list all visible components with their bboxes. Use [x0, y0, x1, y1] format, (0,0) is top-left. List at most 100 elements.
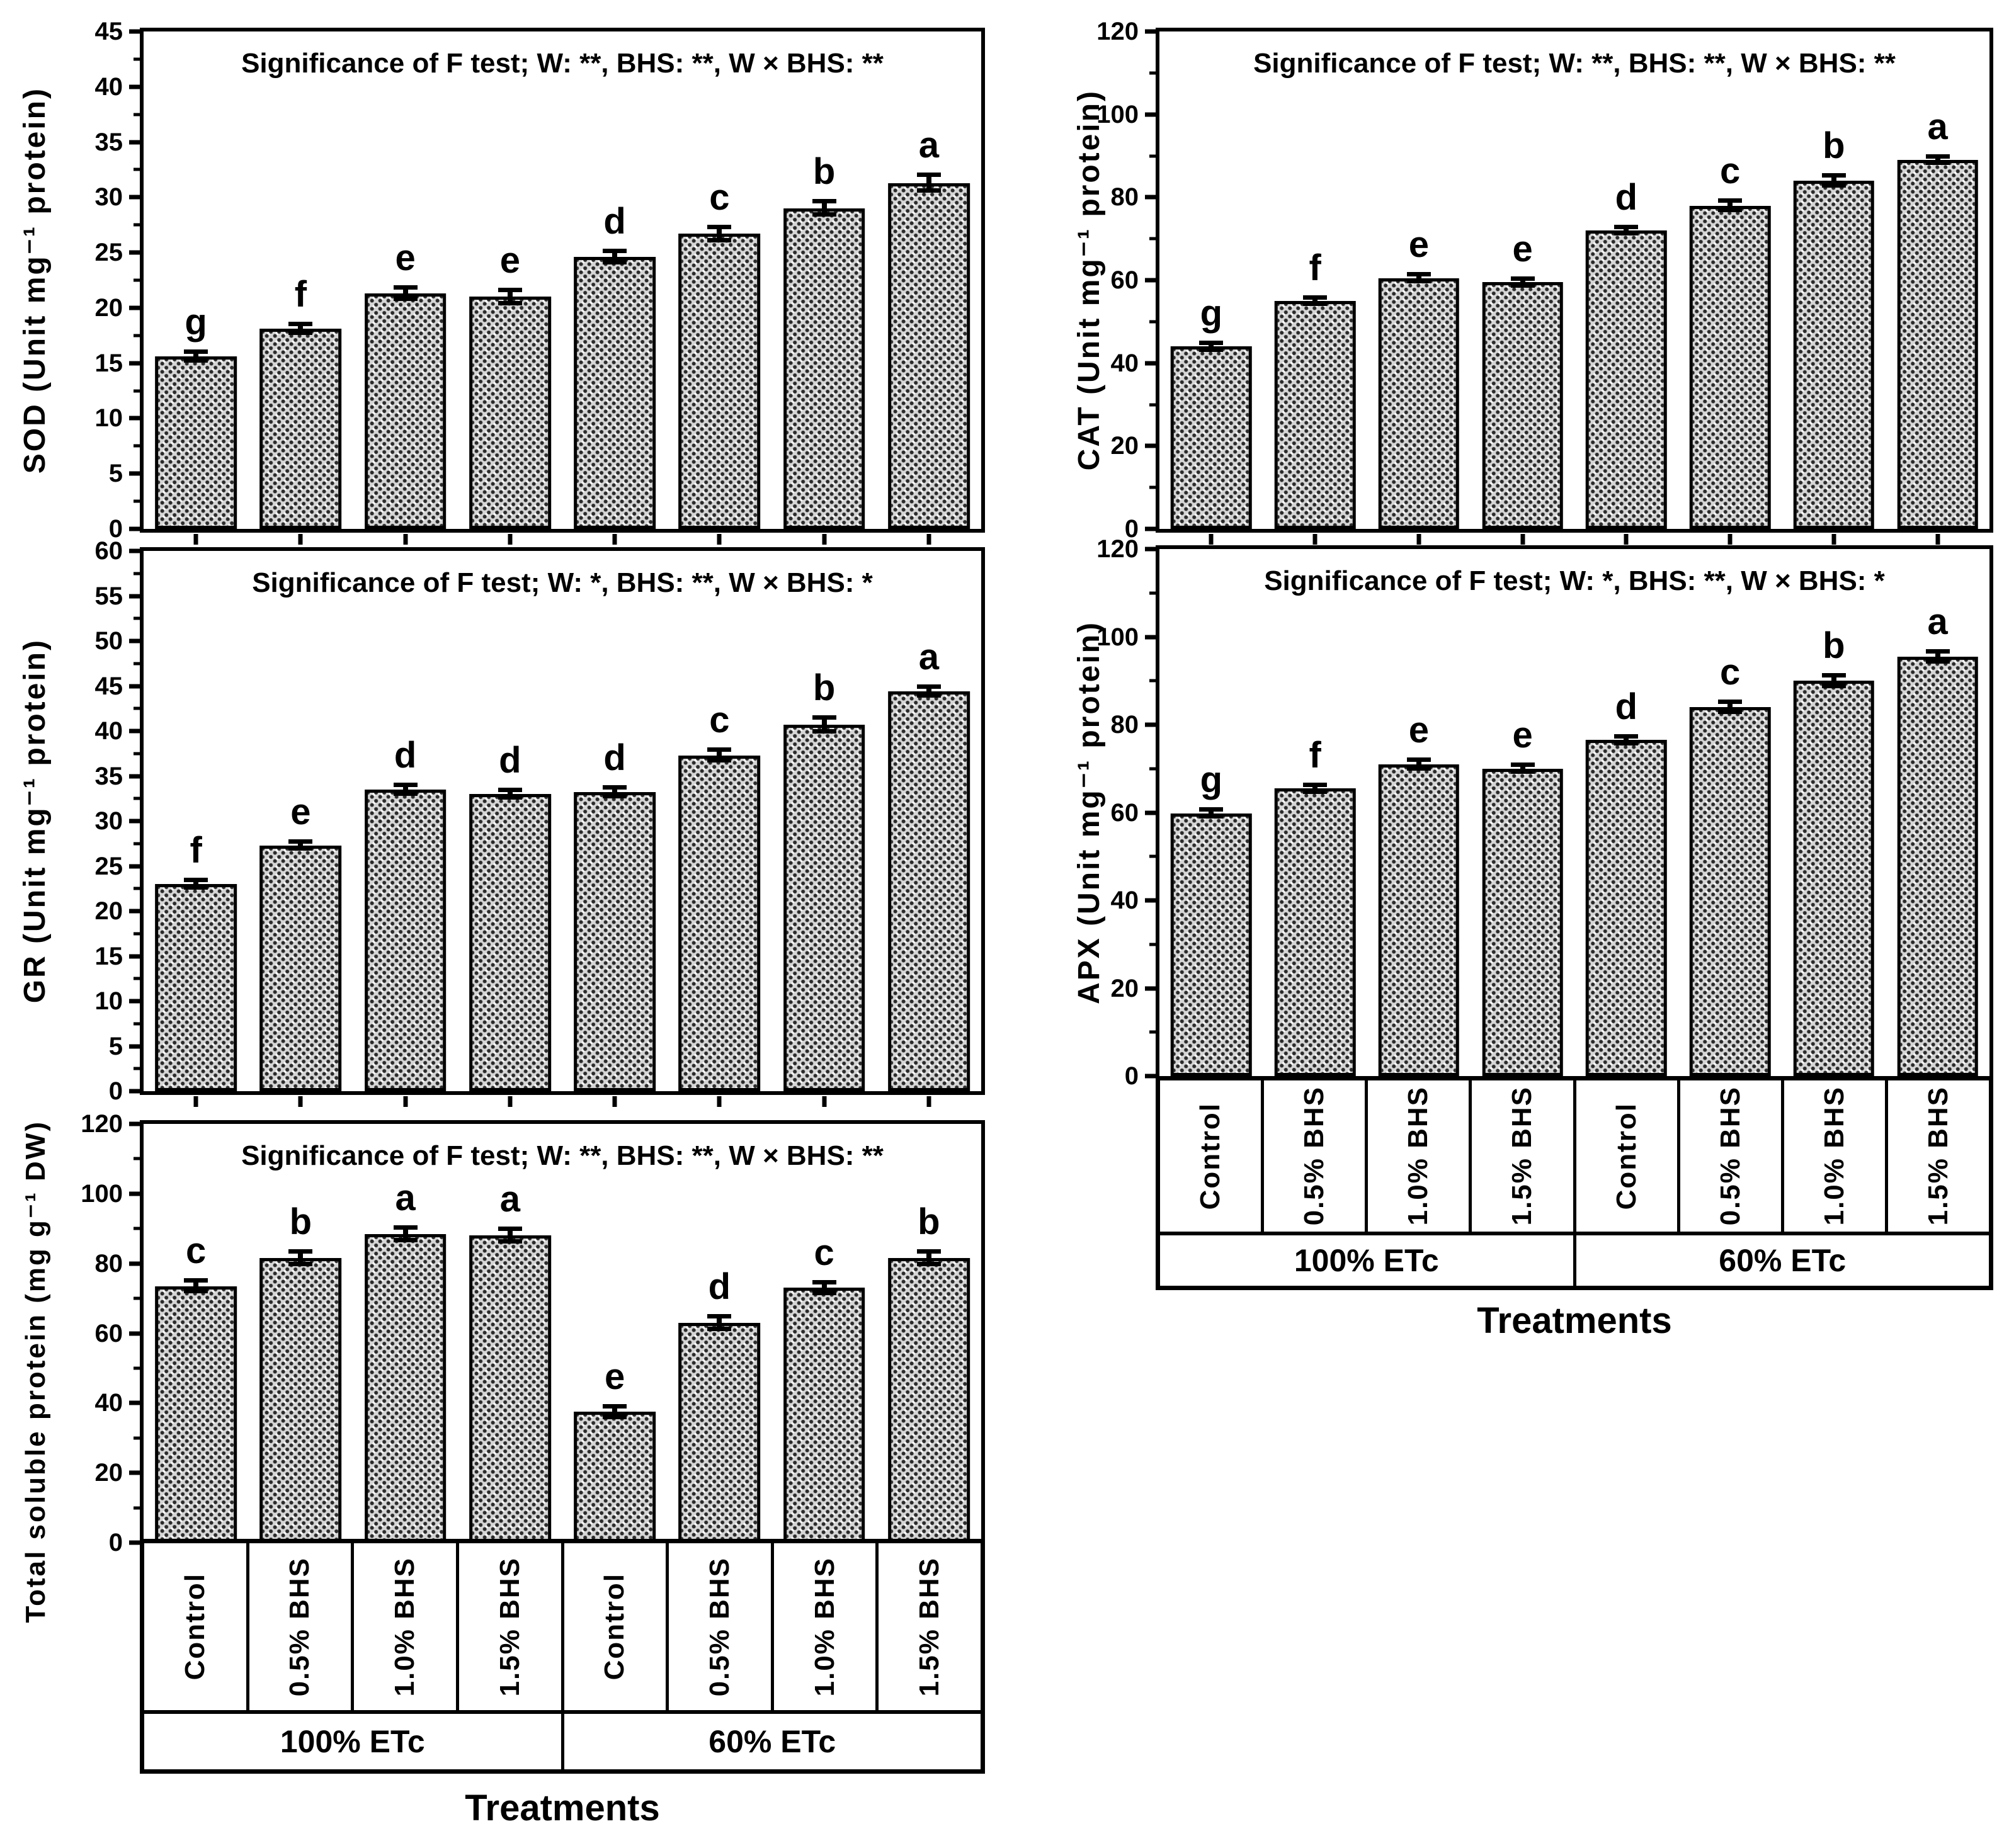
bars: g f e e d c b a	[1159, 549, 1989, 1092]
error-bar-cap	[288, 322, 313, 327]
treatment-label: Control	[1610, 1102, 1642, 1210]
treatment-label: 1.5% BHS	[1922, 1086, 1954, 1226]
y-axis-label: Total soluble protein (mg g⁻¹ DW)	[20, 1120, 51, 1623]
treatment-label: 1.5% BHS	[914, 1556, 945, 1697]
treatment-label: 0.5% BHS	[284, 1556, 316, 1697]
x-tick-mark	[403, 534, 408, 545]
error-bar-cap	[1303, 782, 1328, 787]
y-tick-mark	[1145, 722, 1156, 727]
x-tick-mark	[1416, 534, 1421, 545]
y-tick-label: 55	[94, 582, 123, 610]
error-bar-cap	[1718, 710, 1743, 715]
x-tick-mark	[403, 1096, 408, 1107]
significance-letter: g	[1200, 293, 1223, 334]
bar	[1897, 160, 1978, 529]
y-tick-mark	[129, 999, 140, 1004]
y-tick-mark	[1145, 278, 1156, 283]
treatment-cell: 1.0% BHS	[1784, 1080, 1888, 1232]
y-tick-mark	[129, 1044, 140, 1048]
treatment-label: 1.5% BHS	[494, 1556, 525, 1697]
treatment-label: 0.5% BHS	[703, 1556, 735, 1697]
bar	[1793, 181, 1875, 529]
treatment-label: Control	[1195, 1102, 1226, 1210]
y-minor-tick-mark	[1149, 485, 1156, 489]
treatment-cell: 0.5% BHS	[1264, 1080, 1369, 1232]
error-bar-stem	[298, 841, 304, 849]
bar	[888, 1258, 970, 1543]
bar-slot: e	[248, 551, 353, 1107]
bar	[574, 1412, 656, 1543]
bar-slot: e	[562, 1124, 667, 1558]
y-axis-label: GR (Unit mg⁻¹ protein)	[18, 638, 52, 1004]
error-bar-stem	[1727, 200, 1733, 211]
y-tick-mark	[129, 1261, 140, 1266]
y-tick-mark	[129, 305, 140, 310]
y-minor-tick-mark	[134, 223, 140, 227]
bar-slot: c	[667, 31, 771, 545]
bar	[678, 755, 761, 1091]
y-tick-label: 40	[1110, 349, 1139, 377]
x-tick-mark	[926, 534, 931, 545]
y-tick-label: 100	[81, 1179, 123, 1208]
y-tick-label: 0	[1124, 515, 1139, 543]
error-bar-stem	[717, 1316, 722, 1329]
error-bar-cap	[498, 795, 522, 800]
bars: g f e e d c b a	[144, 31, 981, 545]
significance-letter: d	[394, 734, 417, 776]
y-tick-mark	[129, 728, 140, 734]
error-bar-cap	[603, 1403, 627, 1409]
y-tick-mark	[129, 1121, 140, 1126]
bar	[469, 1235, 551, 1543]
y-tick-mark	[1145, 361, 1156, 366]
bar-slot: a	[877, 551, 981, 1107]
bar	[155, 1286, 237, 1543]
bar	[888, 183, 970, 529]
y-tick-label: 10	[94, 404, 123, 433]
treatment-cell: 1.5% BHS	[459, 1543, 564, 1710]
error-bar-cap	[498, 287, 522, 292]
error-bar-stem	[612, 788, 618, 797]
error-bar-stem	[1209, 343, 1214, 350]
error-bar-cap	[393, 1237, 418, 1242]
chart-title: Significance of F test; W: **, BHS: **, …	[1253, 48, 1896, 79]
x-tick-mark	[1520, 534, 1525, 545]
bar-slot: a	[1886, 31, 1989, 545]
y-minor-tick-mark	[134, 444, 140, 448]
bar-slot: a	[1886, 549, 1989, 1092]
y-tick-mark	[129, 864, 140, 868]
error-bar-stem	[1312, 785, 1318, 792]
significance-letter: f	[294, 274, 307, 315]
y-tick-mark	[129, 195, 140, 200]
y-minor-tick-mark	[134, 1022, 140, 1026]
y-minor-tick-mark	[134, 113, 140, 116]
error-bar-cap	[1199, 814, 1224, 819]
bar-slot: e	[1471, 549, 1574, 1092]
bar-slot: d	[1574, 31, 1678, 545]
bar	[469, 794, 551, 1091]
x-tick-mark	[193, 534, 198, 545]
bar-slot: d	[562, 31, 667, 545]
y-tick-label: 15	[94, 942, 123, 970]
error-bar-cap	[916, 684, 941, 689]
bar	[1482, 282, 1563, 529]
error-bar-cap	[1510, 276, 1535, 281]
error-bar-cap	[812, 1290, 836, 1295]
error-bar-cap	[916, 173, 941, 178]
error-bar-cap	[498, 1239, 522, 1244]
error-bar-cap	[812, 199, 836, 204]
group-cells: 100% ETc 60% ETc	[1156, 1232, 1993, 1290]
y-tick-mark	[129, 1191, 140, 1196]
chart-apx: APX (Unit mg⁻¹ protein) 0 20 40 60 80 100 120 …	[1071, 536, 1993, 1092]
y-tick-label: 60	[94, 1319, 123, 1347]
y-tick-mark	[129, 909, 140, 914]
error-bar-cap	[1614, 734, 1639, 739]
error-bar-stem	[717, 227, 722, 241]
y-tick-mark	[129, 416, 140, 421]
significance-letter: e	[1408, 224, 1430, 266]
y-minor-tick-mark	[134, 167, 140, 171]
y-axis-label-area: Total soluble protein (mg g⁻¹ DW)	[16, 1120, 55, 1623]
bar-slot: g	[1159, 31, 1263, 545]
error-bar-cap	[1821, 183, 1846, 188]
x-tick-mark	[1312, 534, 1318, 545]
bar-slot: b	[772, 31, 877, 545]
